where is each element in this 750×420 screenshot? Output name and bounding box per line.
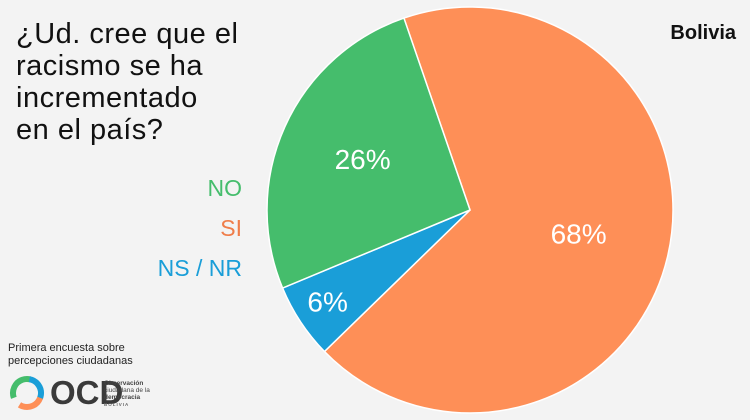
chart-title: ¿Ud. cree que el racismo se ha increment… [16, 18, 276, 146]
legend-item-no: NO [207, 175, 243, 201]
legend-item-nsnr: NS / NR [157, 255, 242, 281]
data-label-no: 26% [335, 144, 391, 175]
title-line: en el país? [16, 114, 164, 146]
footer-line: percepciones ciudadanas [8, 355, 133, 367]
title-line: incrementado [16, 82, 198, 114]
logo-country: BOLIVIA [104, 402, 130, 407]
logo-letters: OCD [50, 374, 124, 411]
logo-tagline: Observación ciudadana de la democracia B… [104, 380, 150, 408]
title-line: racismo se ha [16, 50, 204, 82]
data-label-nsnr: 6% [307, 286, 347, 317]
logo-tag-line: ciudadana de la [104, 387, 150, 394]
footer-line: Primera encuesta sobre [8, 342, 125, 354]
ocd-logo: OCD Observación ciudadana de la democrac… [8, 374, 158, 412]
logo-tag-line: democracia [104, 394, 141, 401]
title-line: ¿Ud. cree que el [16, 18, 239, 50]
footer-caption: Primera encuesta sobre percepciones ciud… [8, 342, 133, 368]
legend: NO SI NS / NR [158, 168, 242, 288]
legend-item-si: SI [220, 215, 242, 241]
pie-slice-no [266, 17, 471, 289]
pie-slice-si [323, 6, 674, 414]
logo-ring-icon [10, 376, 44, 410]
logo-tag-line: Observación [104, 380, 144, 387]
data-label-si: 68% [551, 218, 607, 249]
country-label: Bolivia [670, 22, 736, 44]
